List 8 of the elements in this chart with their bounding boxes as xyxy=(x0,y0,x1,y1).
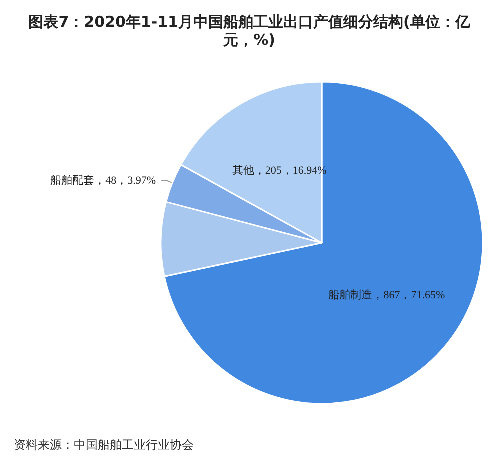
text: 资料来源：中国船舶工业行业协会 xyxy=(14,438,194,452)
slice-label: 船舶配套 xyxy=(50,174,95,187)
slice-label: 船舶制造 xyxy=(328,288,373,302)
data-label: ，205，16.94% xyxy=(254,165,327,178)
slice-label: 其他 xyxy=(232,164,254,178)
chart-title: 图表7：2020年1-11月中国船舶工业出口产值细分结构(单位：亿元，%) xyxy=(28,13,472,49)
data-label: ，48，3.97% xyxy=(94,174,156,187)
data-label: ，867，71.65% xyxy=(372,290,446,302)
